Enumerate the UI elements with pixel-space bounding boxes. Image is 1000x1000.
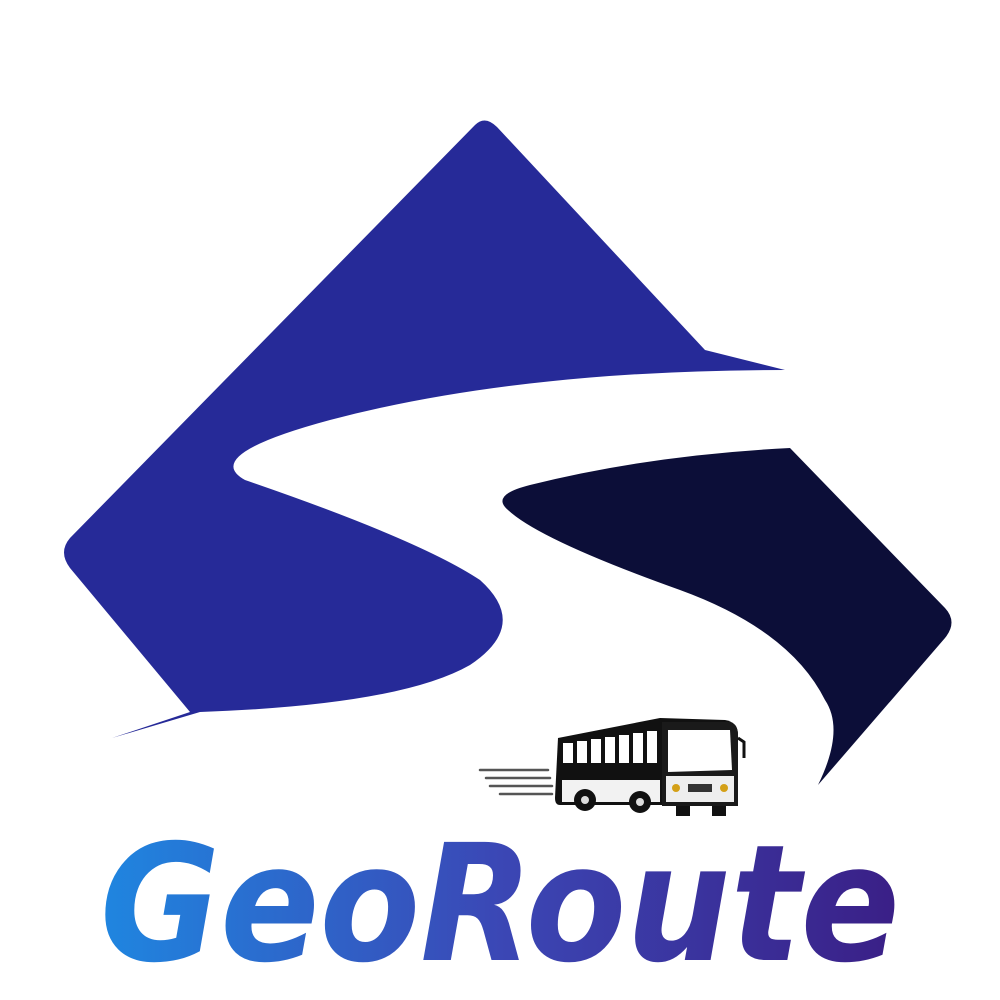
bus-wheel-front-hub bbox=[636, 798, 644, 806]
wordmark-text: GeoRoute bbox=[100, 811, 900, 999]
bus-front-wheel-shadow-2 bbox=[712, 806, 726, 816]
bus-wheel-rear-hub bbox=[581, 796, 589, 804]
bus-windows bbox=[563, 731, 657, 763]
bus-headlight-left bbox=[672, 784, 680, 792]
bus-grille bbox=[688, 784, 712, 792]
bus-headlight-right bbox=[720, 784, 728, 792]
bus-mirror bbox=[737, 736, 746, 758]
bus-front-wheel-shadow bbox=[676, 806, 690, 816]
bus-windshield bbox=[668, 730, 732, 772]
mountain-road-icon bbox=[64, 120, 952, 785]
bus-icon bbox=[478, 718, 746, 816]
mountain-left-face bbox=[64, 120, 785, 739]
mountain-right-face bbox=[502, 448, 952, 785]
speed-lines bbox=[478, 768, 554, 796]
